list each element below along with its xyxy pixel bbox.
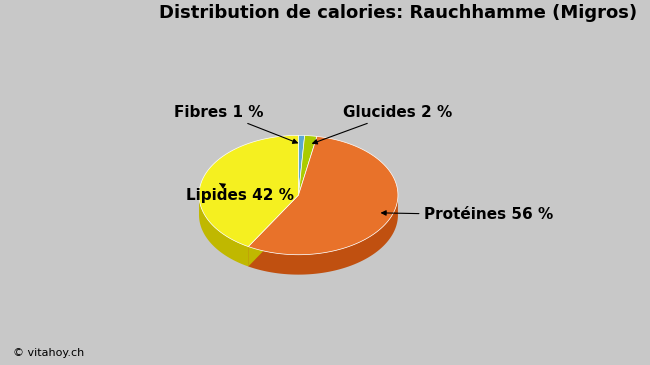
Text: Fibres 1 %: Fibres 1 % [174, 105, 297, 143]
Polygon shape [298, 135, 305, 195]
Text: Distribution de calories: Rauchhamme (Migros): Distribution de calories: Rauchhamme (Mi… [159, 4, 638, 22]
Polygon shape [248, 196, 398, 274]
Polygon shape [199, 196, 248, 266]
Text: Lipides 42 %: Lipides 42 % [186, 183, 294, 203]
Polygon shape [248, 137, 398, 255]
Text: Glucides 2 %: Glucides 2 % [313, 105, 452, 144]
Polygon shape [298, 135, 317, 195]
Polygon shape [199, 135, 298, 247]
Polygon shape [248, 195, 298, 266]
Text: Protéines 56 %: Protéines 56 % [382, 207, 554, 222]
Text: © vitahoy.ch: © vitahoy.ch [13, 348, 84, 358]
Polygon shape [248, 195, 298, 266]
